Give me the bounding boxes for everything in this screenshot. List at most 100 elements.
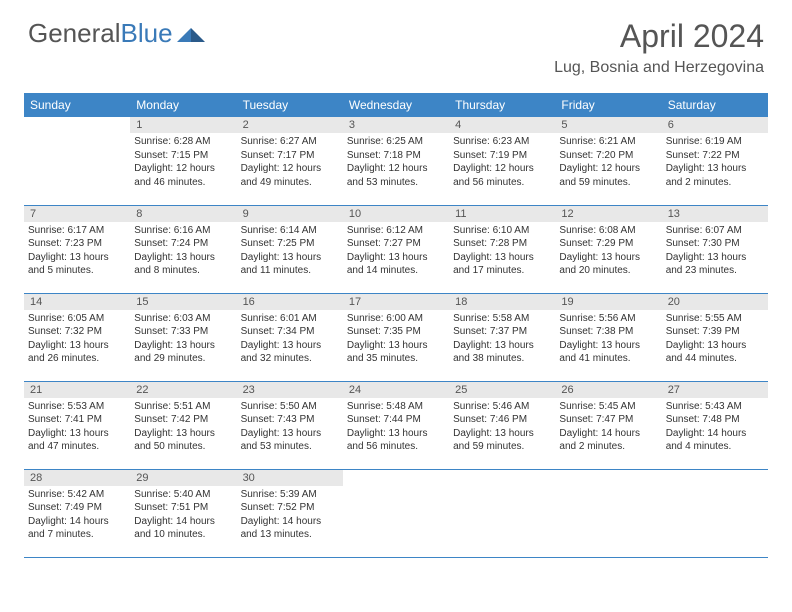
logo-text-blue: Blue [121,18,173,49]
daylight-text: Daylight: 13 hours and 56 minutes. [347,427,445,454]
day-number: 28 [24,470,130,486]
day-info: Sunrise: 5:55 AMSunset: 7:39 PMDaylight:… [662,310,768,368]
sunset-text: Sunset: 7:49 PM [28,501,126,515]
sunrise-text: Sunrise: 5:48 AM [347,400,445,414]
daylight-text: Daylight: 13 hours and 29 minutes. [134,339,232,366]
title-block: April 2024 Lug, Bosnia and Herzegovina [554,18,764,77]
sunset-text: Sunset: 7:28 PM [453,237,551,251]
calendar-week: 1Sunrise: 6:28 AMSunset: 7:15 PMDaylight… [24,117,768,205]
sunset-text: Sunset: 7:48 PM [666,413,764,427]
day-number: 21 [24,382,130,398]
day-info: Sunrise: 5:50 AMSunset: 7:43 PMDaylight:… [237,398,343,456]
daylight-text: Daylight: 14 hours and 10 minutes. [134,515,232,542]
daylight-text: Daylight: 13 hours and 26 minutes. [28,339,126,366]
day-number: 18 [449,294,555,310]
day-number: 23 [237,382,343,398]
calendar-day [662,469,768,557]
day-number: 2 [237,117,343,133]
day-number: 3 [343,117,449,133]
daylight-text: Daylight: 13 hours and 5 minutes. [28,251,126,278]
day-info: Sunrise: 6:17 AMSunset: 7:23 PMDaylight:… [24,222,130,280]
sunrise-text: Sunrise: 5:45 AM [559,400,657,414]
sunrise-text: Sunrise: 5:58 AM [453,312,551,326]
sunrise-text: Sunrise: 6:28 AM [134,135,232,149]
day-number: 13 [662,206,768,222]
day-info: Sunrise: 5:45 AMSunset: 7:47 PMDaylight:… [555,398,661,456]
calendar-week: 14Sunrise: 6:05 AMSunset: 7:32 PMDayligh… [24,293,768,381]
sunset-text: Sunset: 7:18 PM [347,149,445,163]
sunset-text: Sunset: 7:15 PM [134,149,232,163]
sunset-text: Sunset: 7:32 PM [28,325,126,339]
daylight-text: Daylight: 13 hours and 53 minutes. [241,427,339,454]
sunset-text: Sunset: 7:23 PM [28,237,126,251]
daylight-text: Daylight: 13 hours and 23 minutes. [666,251,764,278]
daylight-text: Daylight: 13 hours and 17 minutes. [453,251,551,278]
weekday-header: Tuesday [237,93,343,117]
calendar-day: 5Sunrise: 6:21 AMSunset: 7:20 PMDaylight… [555,117,661,205]
day-number: 29 [130,470,236,486]
calendar-day: 25Sunrise: 5:46 AMSunset: 7:46 PMDayligh… [449,381,555,469]
weekday-header: Thursday [449,93,555,117]
sunset-text: Sunset: 7:22 PM [666,149,764,163]
daylight-text: Daylight: 13 hours and 59 minutes. [453,427,551,454]
day-number: 22 [130,382,236,398]
sunset-text: Sunset: 7:44 PM [347,413,445,427]
day-info: Sunrise: 5:51 AMSunset: 7:42 PMDaylight:… [130,398,236,456]
day-info: Sunrise: 6:28 AMSunset: 7:15 PMDaylight:… [130,133,236,191]
daylight-text: Daylight: 13 hours and 35 minutes. [347,339,445,366]
calendar-day: 19Sunrise: 5:56 AMSunset: 7:38 PMDayligh… [555,293,661,381]
weekday-header: Monday [130,93,236,117]
sunrise-text: Sunrise: 6:27 AM [241,135,339,149]
sunset-text: Sunset: 7:33 PM [134,325,232,339]
day-info: Sunrise: 5:58 AMSunset: 7:37 PMDaylight:… [449,310,555,368]
day-number: 27 [662,382,768,398]
calendar-day: 8Sunrise: 6:16 AMSunset: 7:24 PMDaylight… [130,205,236,293]
calendar-day: 18Sunrise: 5:58 AMSunset: 7:37 PMDayligh… [449,293,555,381]
day-info: Sunrise: 5:43 AMSunset: 7:48 PMDaylight:… [662,398,768,456]
calendar-day: 1Sunrise: 6:28 AMSunset: 7:15 PMDaylight… [130,117,236,205]
location: Lug, Bosnia and Herzegovina [554,59,764,77]
calendar-day: 11Sunrise: 6:10 AMSunset: 7:28 PMDayligh… [449,205,555,293]
sunrise-text: Sunrise: 5:40 AM [134,488,232,502]
calendar-day: 30Sunrise: 5:39 AMSunset: 7:52 PMDayligh… [237,469,343,557]
day-number: 20 [662,294,768,310]
day-info: Sunrise: 6:19 AMSunset: 7:22 PMDaylight:… [662,133,768,191]
day-info: Sunrise: 6:00 AMSunset: 7:35 PMDaylight:… [343,310,449,368]
sunset-text: Sunset: 7:34 PM [241,325,339,339]
calendar-day: 28 Sunrise: 5:42 AMSunset: 7:49 PMDayligh… [24,469,130,557]
day-number: 7 [24,206,130,222]
day-info: Sunrise: 6:25 AMSunset: 7:18 PMDaylight:… [343,133,449,191]
sunrise-text: Sunrise: 5:50 AM [241,400,339,414]
daylight-text: Daylight: 13 hours and 8 minutes. [134,251,232,278]
daylight-text: Daylight: 13 hours and 41 minutes. [559,339,657,366]
daylight-text: Daylight: 12 hours and 59 minutes. [559,162,657,189]
day-info: Sunrise: 6:03 AMSunset: 7:33 PMDaylight:… [130,310,236,368]
day-info: Sunrise: 5:40 AMSunset: 7:51 PMDaylight:… [130,486,236,544]
day-number: 16 [237,294,343,310]
sunrise-text: Sunrise: 5:55 AM [666,312,764,326]
calendar-week: 7Sunrise: 6:17 AMSunset: 7:23 PMDaylight… [24,205,768,293]
daylight-text: Daylight: 12 hours and 56 minutes. [453,162,551,189]
day-number: 30 [237,470,343,486]
daylight-text: Daylight: 13 hours and 44 minutes. [666,339,764,366]
daylight-text: Daylight: 14 hours and 7 minutes. [28,515,126,542]
daylight-text: Daylight: 13 hours and 2 minutes. [666,162,764,189]
header: GeneralBlue April 2024 Lug, Bosnia and H… [0,0,792,85]
sunrise-text: Sunrise: 5:42 AM [28,488,126,502]
sunrise-text: Sunrise: 6:01 AM [241,312,339,326]
day-number: 4 [449,117,555,133]
day-info: Sunrise: 5:53 AMSunset: 7:41 PMDaylight:… [24,398,130,456]
sunrise-text: Sunrise: 6:05 AM [28,312,126,326]
day-number: 19 [555,294,661,310]
calendar-day: 14 Sunrise: 6:05 AMSunset: 7:32 PMDayligh… [24,293,130,381]
sunset-text: Sunset: 7:39 PM [666,325,764,339]
day-info: Sunrise: 5:48 AMSunset: 7:44 PMDaylight:… [343,398,449,456]
calendar-day: 7Sunrise: 6:17 AMSunset: 7:23 PMDaylight… [24,205,130,293]
sunrise-text: Sunrise: 6:00 AM [347,312,445,326]
calendar-day: 13Sunrise: 6:07 AMSunset: 7:30 PMDayligh… [662,205,768,293]
day-number: 12 [555,206,661,222]
day-number: 14 [24,294,130,310]
day-info: Sunrise: 6:27 AMSunset: 7:17 PMDaylight:… [237,133,343,191]
day-info: Sunrise: 6:08 AMSunset: 7:29 PMDaylight:… [555,222,661,280]
day-info: Sunrise: 6:12 AMSunset: 7:27 PMDaylight:… [343,222,449,280]
